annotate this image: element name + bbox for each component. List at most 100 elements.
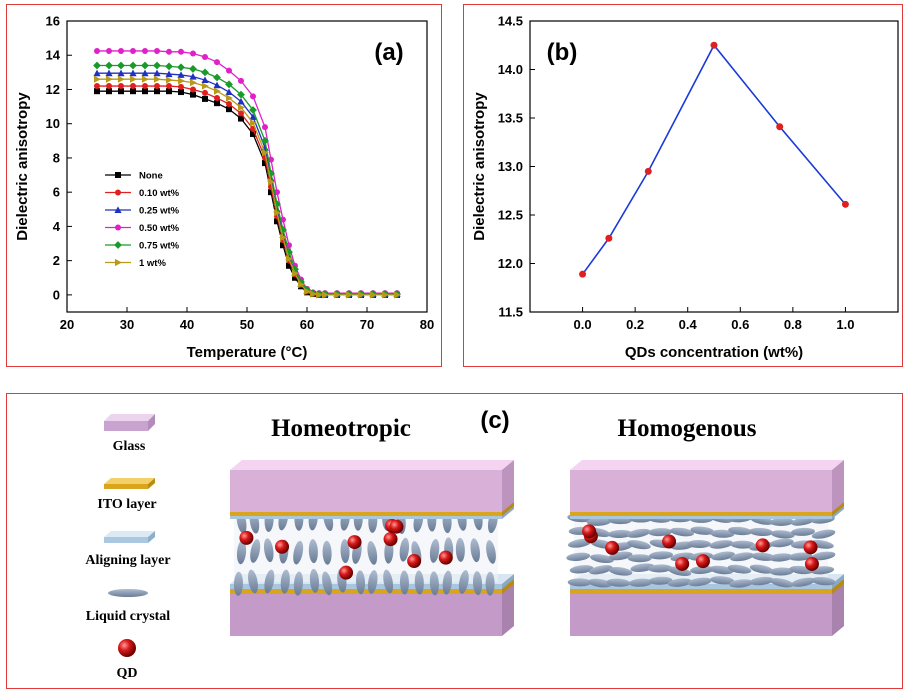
lc-molecule (280, 569, 290, 594)
lc-molecule (263, 538, 274, 563)
data-point (262, 149, 269, 157)
data-point-b (710, 41, 718, 49)
lc-molecule (730, 540, 755, 549)
lc-molecule (455, 537, 465, 562)
series-line-b (581, 43, 847, 275)
data-point (202, 89, 208, 96)
quantum-dot (389, 519, 404, 534)
lc-molecule (687, 539, 712, 548)
data-point (142, 47, 148, 54)
panel-label-c: (c) (480, 407, 509, 434)
data-point (189, 65, 197, 73)
data-point (202, 95, 208, 102)
data-point (153, 61, 161, 70)
lc-molecule (769, 517, 794, 526)
title-homogenous: Homogenous (618, 415, 757, 442)
quantum-dot (383, 532, 398, 547)
legend-marker (115, 258, 122, 267)
data-point (94, 83, 100, 90)
data-point (141, 61, 149, 70)
data-point (154, 75, 161, 83)
legend-label-aligning-layer: Aligning layer (85, 553, 170, 568)
data-point (225, 88, 233, 96)
x-tick-label-a: 60 (300, 317, 314, 332)
lc-molecule (627, 540, 651, 550)
data-point (190, 79, 197, 87)
lc-molecule (770, 578, 794, 588)
lc-molecule (458, 570, 469, 594)
lc-molecule (710, 576, 735, 585)
data-point (249, 113, 257, 120)
lc-molecule (788, 552, 813, 561)
x-tick-label-b: 1.0 (836, 317, 854, 332)
lc-molecule (586, 517, 611, 526)
legend-label-a: 0.50 wt% (139, 223, 180, 234)
chart-b-svg: 0.0 0.2 0.4 0.6 0.8 1.0 11.5 12.0 12.5 13.0 13.5 14… (471, 14, 899, 361)
data-point (214, 87, 221, 95)
legend-label-a: 1 wt% (139, 258, 166, 269)
data-point-b (841, 200, 849, 208)
lc-molecule (293, 571, 304, 596)
data-point (268, 189, 274, 196)
data-point (279, 225, 287, 234)
data-point (177, 63, 185, 72)
lc-molecule (248, 569, 258, 594)
bottom-ito-side (502, 578, 514, 594)
x-axis-title-b: QDs concentration (wt%) (625, 344, 803, 361)
bottom-align-side (832, 574, 844, 589)
data-point (118, 83, 124, 90)
data-point (238, 115, 244, 122)
lc-molecule (811, 551, 836, 561)
data-point (165, 70, 173, 78)
data-point (190, 91, 196, 98)
data-point (93, 69, 101, 77)
legend-label-a: 0.25 wt% (139, 206, 180, 217)
data-point (226, 94, 233, 102)
data-point (285, 248, 293, 256)
lc-molecule (355, 570, 366, 595)
x-tick-label-b: 0.8 (784, 317, 802, 332)
lc-molecule (690, 565, 715, 575)
y-tick-label-a: 4 (53, 219, 61, 234)
data-point (286, 262, 292, 269)
legend-label-a: None (139, 171, 163, 182)
legend-label-qd: QD (117, 666, 138, 681)
y-tick-label-b: 11.5 (498, 305, 523, 320)
data-point (178, 83, 184, 90)
x-tick-label-a: 30 (120, 317, 134, 332)
quantum-dot (275, 539, 290, 554)
lc-molecule (340, 539, 350, 564)
chart-a-svg: 20 30 40 50 60 70 80 0 2 4 6 8 10 12 14 16 Temperature (… (14, 14, 434, 362)
data-point (153, 69, 161, 77)
data-point (178, 89, 184, 96)
homogenous-cell (566, 460, 844, 636)
data-point (226, 101, 232, 108)
data-point (334, 291, 341, 299)
lc-molecule (322, 571, 333, 596)
data-point (106, 88, 112, 95)
bottom-align-front (570, 584, 832, 589)
liquid-crystal-layer (566, 512, 836, 588)
legend-marker (114, 241, 122, 249)
lc-molecule (367, 570, 378, 594)
lc-molecule (264, 569, 275, 594)
data-point (250, 119, 257, 127)
data-point (214, 100, 220, 107)
quantum-dot-icon (118, 639, 136, 657)
data-point (226, 67, 232, 74)
lc-molecule (470, 538, 480, 563)
top-glass-front (230, 470, 502, 512)
quantum-dot (407, 554, 422, 569)
lc-molecule (648, 576, 673, 585)
lc-molecule (667, 578, 692, 587)
legend-label-liquid-crystal: Liquid crystal (86, 609, 171, 624)
data-point (273, 200, 281, 209)
y-axis-title-a: Dielectric anisotropy (14, 92, 31, 241)
data-point (130, 75, 137, 83)
bottom-ito-front (230, 588, 502, 594)
lc-molecule (811, 529, 836, 539)
lc-molecule (429, 539, 440, 563)
y-tick-label-a: 8 (53, 150, 60, 165)
legend-marker (115, 172, 121, 178)
lc-molecule (630, 563, 655, 572)
